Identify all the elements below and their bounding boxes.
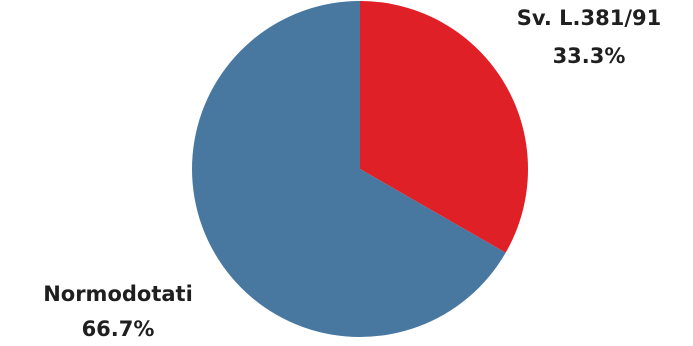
pie-slice-normodotati	[192, 1, 506, 337]
slice-label-normodotati-percent: 66.7%	[82, 317, 155, 341]
pie-slices	[192, 0, 529, 337]
pie-slice-sv-l-381-91	[360, 0, 529, 253]
slice-label-normodotati-name: Normodotati	[43, 282, 193, 306]
slice-label-sv-l38191-percent: 33.3%	[553, 44, 626, 68]
slice-label-sv-l38191-name: Sv. L.381/91	[517, 6, 661, 30]
